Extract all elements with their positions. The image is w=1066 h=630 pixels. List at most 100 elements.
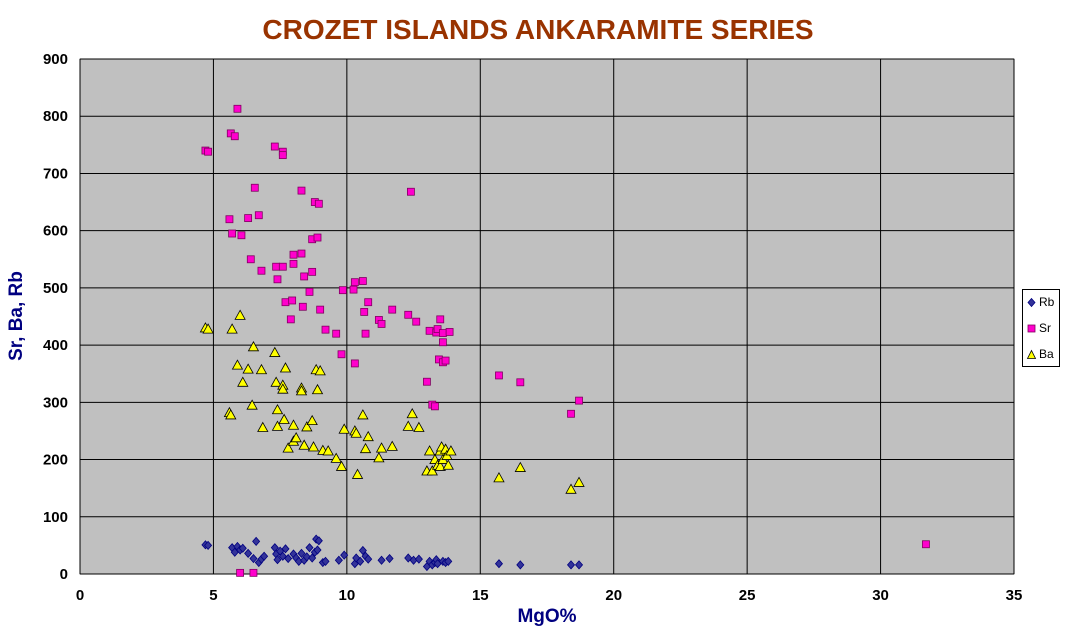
sr-point (431, 402, 439, 411)
ba-point (406, 407, 418, 419)
sr-point (254, 211, 263, 220)
series-ba (199, 309, 585, 494)
sr-point (270, 142, 279, 151)
square-marker-icon (1027, 324, 1036, 332)
sr-point (516, 378, 525, 387)
legend-item-rb: Rb (1026, 293, 1054, 311)
rb-point (340, 550, 349, 560)
ba-point (242, 363, 254, 374)
sr-point (246, 255, 255, 264)
ba-point (290, 431, 302, 443)
y-axis-title: Sr, Ba, Rb (6, 271, 27, 361)
sr-point (230, 132, 239, 141)
rb-point (574, 560, 584, 570)
ba-point (270, 376, 282, 387)
sr-point (337, 350, 346, 359)
sr-point (289, 250, 298, 259)
ba-point (514, 461, 526, 472)
x-tick-label: 0 (76, 587, 84, 604)
sr-point (404, 310, 413, 319)
sr-point (228, 229, 237, 238)
ba-point (301, 421, 313, 432)
ba-point (359, 442, 372, 454)
sr-point (272, 262, 281, 271)
ba-point (373, 452, 385, 463)
rb-point (249, 553, 258, 564)
sr-point (236, 568, 245, 577)
sr-point (433, 325, 442, 333)
ba-point (386, 440, 398, 451)
sr-point (249, 568, 258, 577)
y-tick-label: 0 (60, 566, 68, 583)
rb-point (358, 545, 367, 556)
ba-point (269, 346, 281, 357)
sr-point (388, 305, 397, 314)
rb-point (377, 555, 386, 565)
sr-point (350, 278, 359, 287)
sr-point (288, 296, 297, 305)
ba-point (255, 363, 268, 375)
sr-point (233, 104, 242, 113)
ba-point (237, 376, 249, 387)
rb-point (244, 548, 253, 559)
plot-area (79, 58, 1015, 575)
rb-point (284, 553, 293, 564)
sr-point (305, 287, 314, 296)
sr-point (316, 305, 325, 314)
sr-point (377, 320, 386, 328)
sr-point (922, 540, 930, 549)
sr-point (278, 262, 287, 271)
ba-point (306, 414, 318, 426)
sr-point (495, 371, 503, 380)
legend-label-sr: Sr (1039, 321, 1051, 335)
ba-point (246, 399, 258, 410)
sr-point (300, 272, 309, 281)
sr-point (441, 356, 450, 365)
rb-point (308, 553, 317, 563)
rb-point (334, 555, 343, 565)
ba-point (565, 483, 577, 494)
ba-point (278, 413, 290, 424)
ba-point (234, 309, 246, 320)
x-tick-label: 15 (472, 587, 489, 604)
sr-point (321, 325, 330, 334)
sr-point (439, 338, 447, 347)
rb-point (273, 555, 282, 565)
ba-point (271, 403, 284, 415)
sr-point (412, 317, 421, 326)
ba-point (282, 442, 294, 453)
data-points (199, 104, 930, 577)
ba-point (314, 365, 326, 376)
sr-point (423, 377, 431, 386)
ba-point (277, 383, 289, 394)
y-tick-label: 800 (43, 108, 68, 125)
sr-point (350, 359, 359, 368)
rb-point (566, 560, 576, 570)
ba-point (202, 323, 214, 334)
rb-point (321, 556, 330, 567)
y-tick-label: 700 (43, 165, 68, 182)
rb-point (314, 536, 323, 546)
sr-point (407, 187, 415, 196)
ba-point (298, 439, 310, 450)
sr-point (436, 315, 445, 324)
ba-point (423, 445, 436, 456)
sr-point (358, 277, 367, 285)
x-tick-label: 5 (209, 587, 217, 604)
sr-point (286, 315, 295, 324)
sr-point (297, 249, 306, 258)
sr-point (297, 186, 306, 195)
rb-point (302, 552, 311, 562)
sr-point (439, 329, 447, 337)
diamond-marker-icon (1027, 297, 1036, 307)
x-tick-label: 30 (872, 587, 889, 604)
sr-point (349, 285, 358, 294)
rb-point (305, 543, 314, 553)
rb-point (385, 553, 394, 564)
chart-title: CROZET ISLANDS ANKARAMITE SERIES (262, 14, 814, 45)
rb-point (414, 554, 423, 564)
ba-point (362, 430, 374, 442)
legend-item-ba: Ba (1026, 345, 1054, 363)
x-tick-label: 10 (339, 587, 356, 604)
ba-point (287, 419, 300, 430)
